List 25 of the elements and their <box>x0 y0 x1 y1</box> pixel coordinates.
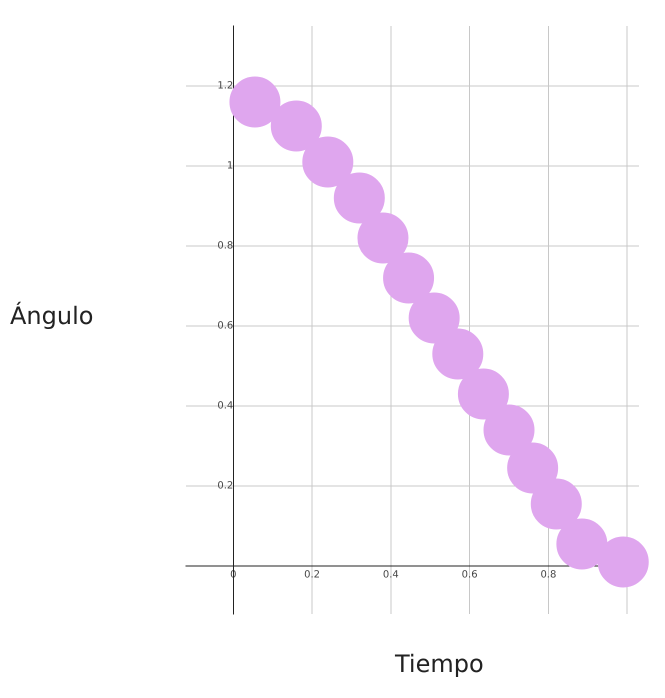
point <box>458 368 509 420</box>
point <box>530 478 582 530</box>
point <box>270 100 322 152</box>
x-tick-label: 0.6 <box>462 570 478 581</box>
point <box>357 212 408 264</box>
x-axis-title: Tiempo <box>395 650 484 678</box>
point <box>302 136 354 188</box>
y-axis-title: Ángulo <box>10 302 94 330</box>
y-tick-label: 1 <box>226 160 234 172</box>
point <box>598 536 649 588</box>
point <box>383 252 434 304</box>
x-tick-label: 0.2 <box>304 570 320 581</box>
point <box>432 328 484 380</box>
y-tick-label: 0.8 <box>217 240 234 252</box>
x-tick-label: 0.4 <box>382 570 399 581</box>
y-tick-label: 0.4 <box>217 400 234 412</box>
y-tick-label: 1.2 <box>217 80 234 92</box>
point <box>484 404 535 456</box>
y-tick-label: 0.2 <box>217 480 234 492</box>
point <box>507 442 558 494</box>
point <box>334 172 385 224</box>
point <box>556 518 608 570</box>
point <box>408 292 460 344</box>
x-tick-label: 0.8 <box>540 570 556 581</box>
y-tick-label: 0.6 <box>217 320 234 332</box>
